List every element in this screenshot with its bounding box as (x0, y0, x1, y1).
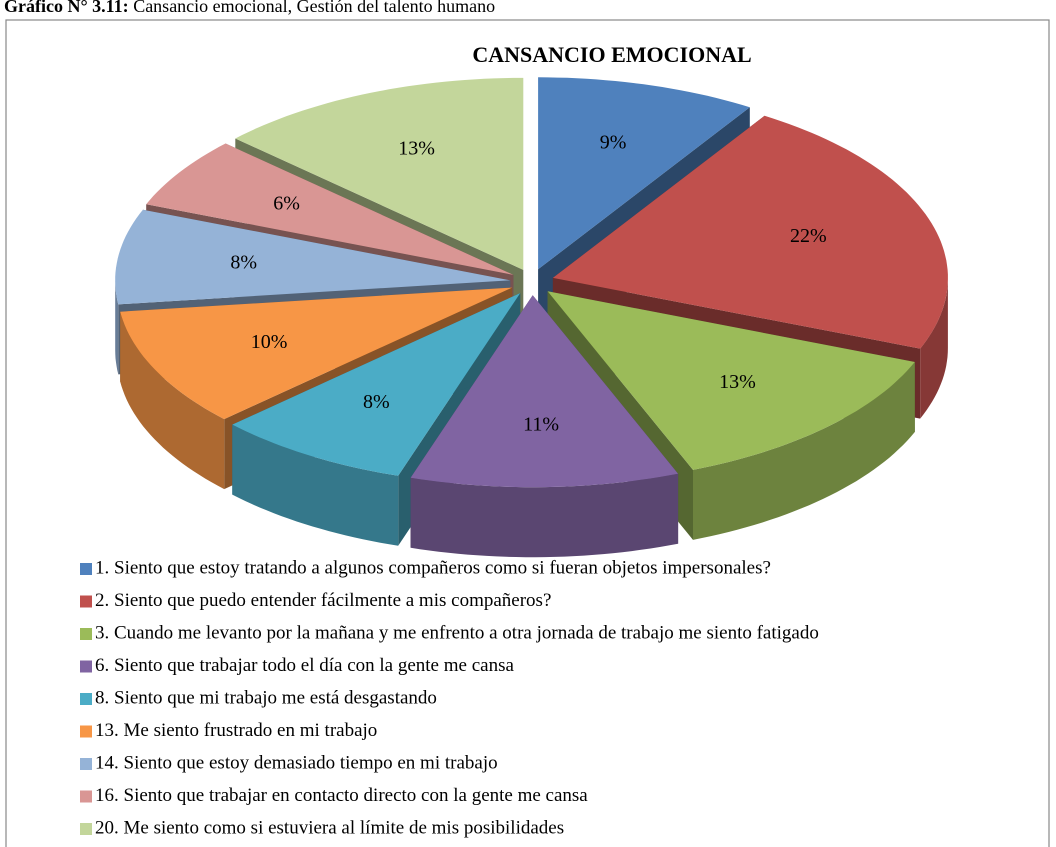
legend-swatch (80, 563, 92, 575)
legend-swatch (80, 823, 92, 835)
data-label: 13% (398, 138, 435, 160)
data-label: 8% (363, 391, 390, 413)
data-label: 6% (273, 193, 300, 215)
data-label: 10% (251, 331, 288, 353)
chart-border (5, 19, 1050, 847)
legend-swatch (80, 725, 92, 738)
data-label: 22% (790, 225, 827, 247)
legend-swatch (80, 758, 92, 770)
legend-label: 2. Siento que puedo entender fácilmente … (95, 590, 551, 611)
figure-caption: Gráfico N° 3.11: Cansancio emocional, Ge… (4, 0, 495, 16)
figure-label: Gráfico N° 3.11: (4, 0, 129, 16)
slice-outer-side (410, 473, 679, 558)
legend-label: 16. Siento que trabajar en contacto dire… (95, 785, 588, 806)
legend-label: 20. Me siento como si estuviera al límit… (95, 817, 564, 838)
slice (552, 115, 948, 349)
legend-swatch (80, 628, 92, 640)
legend-swatch (80, 790, 92, 803)
legend-label: 3. Cuando me levanto por la mañana y me … (95, 622, 819, 643)
slice (547, 291, 915, 470)
slice (232, 293, 521, 476)
slice (410, 295, 679, 488)
legend-label: 1. Siento que estoy tratando a algunos c… (95, 557, 771, 578)
slice (235, 77, 524, 270)
slice-outer-side (693, 362, 915, 540)
legend-swatch (80, 595, 92, 608)
legend-swatch (80, 660, 92, 673)
figure-text: Cansancio emocional, Gestión del talento… (133, 0, 495, 16)
slice-tops (115, 77, 948, 488)
legend-label: 6. Siento que trabajar todo el día con l… (95, 655, 514, 676)
legend-label: 8. Siento que mi trabajo me está desgast… (95, 687, 437, 708)
data-label: 8% (230, 252, 257, 274)
slice (538, 77, 750, 270)
data-label: 9% (600, 132, 627, 154)
slice (146, 143, 514, 275)
data-label: 11% (523, 413, 559, 435)
chart-title: CANSANCIO EMOCIONAL (472, 42, 751, 67)
legend-swatch (80, 693, 92, 705)
slice-outer-side (920, 277, 948, 419)
slice (120, 287, 513, 420)
legend-label: 14. Siento que estoy demasiado tiempo en… (95, 752, 498, 773)
legend-label: 13. Me siento frustrado en mi trabajo (95, 720, 377, 741)
slice (115, 209, 511, 305)
slice-outer-side (232, 424, 399, 546)
data-label: 13% (719, 371, 756, 393)
slice-outer-side (120, 311, 225, 490)
slice-outer-side (115, 280, 119, 375)
